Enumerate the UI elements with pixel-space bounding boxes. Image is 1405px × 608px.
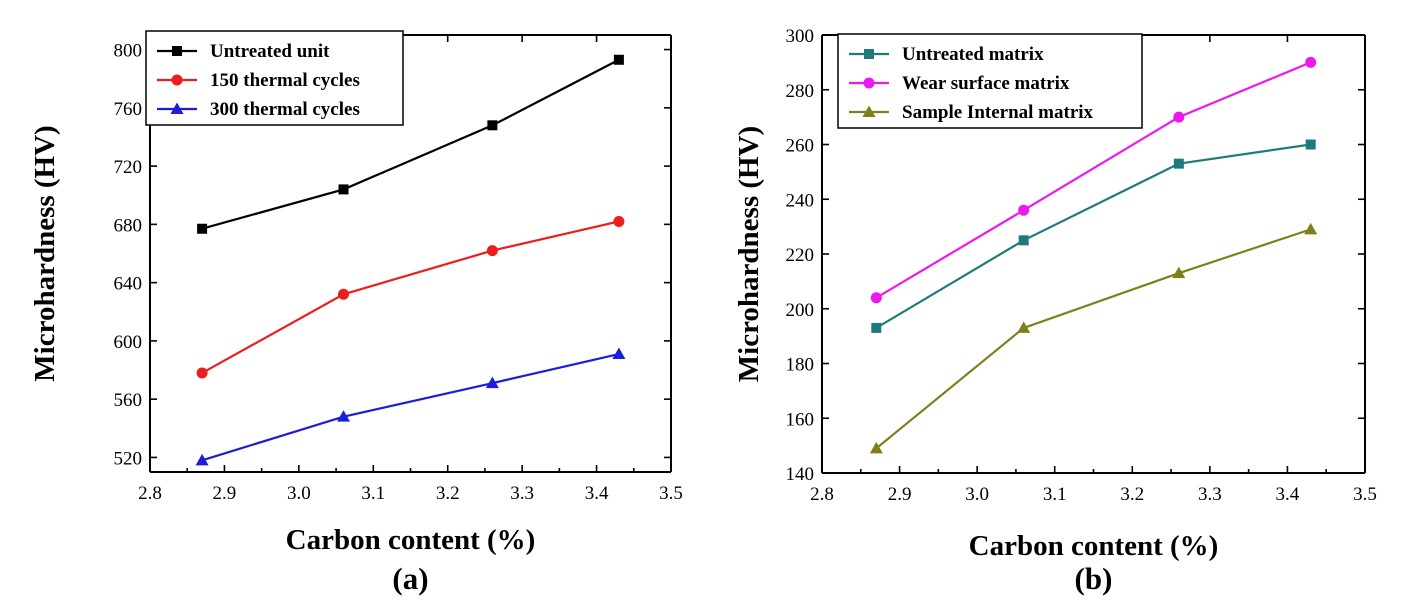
series-0 — [197, 54, 624, 234]
data-point — [338, 184, 349, 195]
legend-marker — [172, 46, 182, 56]
series-0 — [871, 139, 1316, 333]
legend-label: 150 thermal cycles — [210, 70, 360, 91]
data-point — [197, 223, 208, 234]
legend-label: Untreated matrix — [902, 44, 1044, 65]
data-point — [196, 367, 208, 379]
data-point — [485, 376, 499, 389]
legend-entry: Untreated matrix — [849, 44, 1044, 65]
data-point — [1172, 266, 1186, 279]
legend-label: Wear surface matrix — [902, 73, 1070, 94]
x-tick-label: 3.4 — [585, 483, 609, 504]
legend-marker — [864, 49, 874, 59]
x-tick-label: 3.5 — [1353, 484, 1377, 505]
data-point — [1304, 222, 1318, 235]
y-tick-label: 180 — [786, 355, 815, 376]
data-point — [870, 292, 882, 304]
data-point — [1305, 56, 1317, 68]
x-axis-title: Carbon content (%) — [286, 524, 536, 556]
y-axis-title: Microhardness (HV) — [29, 125, 61, 381]
data-point — [338, 288, 350, 300]
y-tick-label: 140 — [786, 464, 815, 485]
x-tick-label: 3.2 — [436, 483, 460, 504]
legend: Untreated matrix Wear surface matrix Sampl… — [837, 33, 1143, 129]
legend-entry: 150 thermal cycles — [157, 70, 360, 91]
chart-panel-0: 2.8 2.9 3.0 3.1 3.2 3.3 3.4 3.5 520 560 600 640 680 7… — [29, 30, 683, 596]
y-tick-label: 280 — [786, 81, 815, 102]
series-line — [201, 352, 620, 462]
data-point — [1017, 321, 1031, 333]
y-tick-label: 240 — [786, 190, 815, 211]
y-tick-label: 720 — [114, 157, 143, 178]
legend-entry: 300 thermal cycles — [157, 99, 360, 120]
x-tick-label: 3.1 — [1043, 484, 1067, 505]
y-tick-label: 640 — [114, 274, 143, 295]
x-tick-label: 3.1 — [361, 483, 385, 504]
legend-marker — [171, 74, 183, 86]
series-1 — [870, 56, 1317, 304]
x-tick-label: 3.3 — [510, 483, 534, 504]
series-2 — [869, 222, 1318, 454]
data-point — [613, 215, 625, 227]
data-point — [1173, 158, 1184, 169]
legend-entry: Sample Internal matrix — [849, 102, 1094, 123]
legend: Untreated unit 150 thermal cycles 300 ther… — [145, 30, 404, 126]
series-line — [875, 143, 1311, 329]
data-point — [487, 120, 498, 131]
y-tick-label: 520 — [114, 448, 143, 469]
legend-entry: Untreated unit — [157, 41, 330, 62]
series-line — [201, 220, 620, 374]
legend-label: 300 thermal cycles — [210, 99, 360, 120]
y-tick-label: 200 — [786, 300, 815, 321]
series-1 — [196, 215, 625, 379]
x-tick-label: 3.4 — [1276, 484, 1300, 505]
x-tick-label: 2.9 — [213, 483, 237, 504]
y-tick-label: 160 — [786, 409, 815, 430]
x-tick-label: 3.3 — [1198, 484, 1222, 505]
x-tick-label: 3.0 — [965, 484, 989, 505]
data-point — [612, 347, 626, 360]
series-line — [875, 228, 1312, 450]
y-tick-label: 300 — [786, 26, 815, 47]
chart-panel-1: 2.8 2.9 3.0 3.1 3.2 3.3 3.4 3.5 140 160 180 200 220 2… — [733, 26, 1377, 596]
legend-label: Untreated unit — [210, 41, 330, 62]
legend-marker — [863, 77, 875, 89]
data-point — [869, 441, 883, 454]
x-tick-label: 3.5 — [659, 483, 683, 504]
y-tick-label: 560 — [114, 390, 143, 411]
y-tick-label: 680 — [114, 215, 143, 236]
x-tick-label: 3.2 — [1120, 484, 1144, 505]
series-line — [875, 61, 1312, 299]
y-tick-label: 600 — [114, 332, 143, 353]
data-point — [871, 322, 882, 333]
data-point — [486, 245, 498, 257]
legend-marker — [862, 105, 876, 117]
x-tick-label: 2.8 — [810, 484, 834, 505]
data-point — [1173, 111, 1185, 123]
data-point — [613, 54, 624, 65]
data-point — [1018, 204, 1030, 216]
data-point — [337, 410, 351, 422]
legend-entry: Wear surface matrix — [849, 73, 1070, 94]
y-tick-label: 260 — [786, 136, 815, 157]
y-tick-label: 800 — [114, 41, 143, 62]
x-tick-label: 3.0 — [287, 483, 311, 504]
y-tick-label: 760 — [114, 99, 143, 120]
x-axis-title: Carbon content (%) — [969, 530, 1219, 562]
x-tick-label: 2.9 — [888, 484, 912, 505]
legend-marker — [170, 102, 184, 114]
data-point — [1018, 235, 1029, 246]
data-point — [195, 453, 209, 466]
legend-label: Sample Internal matrix — [902, 102, 1094, 123]
data-point — [1305, 139, 1316, 150]
y-tick-label: 220 — [786, 245, 815, 266]
panel-label: (a) — [392, 561, 428, 596]
x-tick-label: 2.8 — [138, 483, 162, 504]
series-2 — [195, 347, 626, 466]
y-axis-title: Microhardness (HV) — [733, 126, 765, 382]
panel-label: (b) — [1075, 561, 1113, 596]
series-line — [201, 58, 620, 230]
